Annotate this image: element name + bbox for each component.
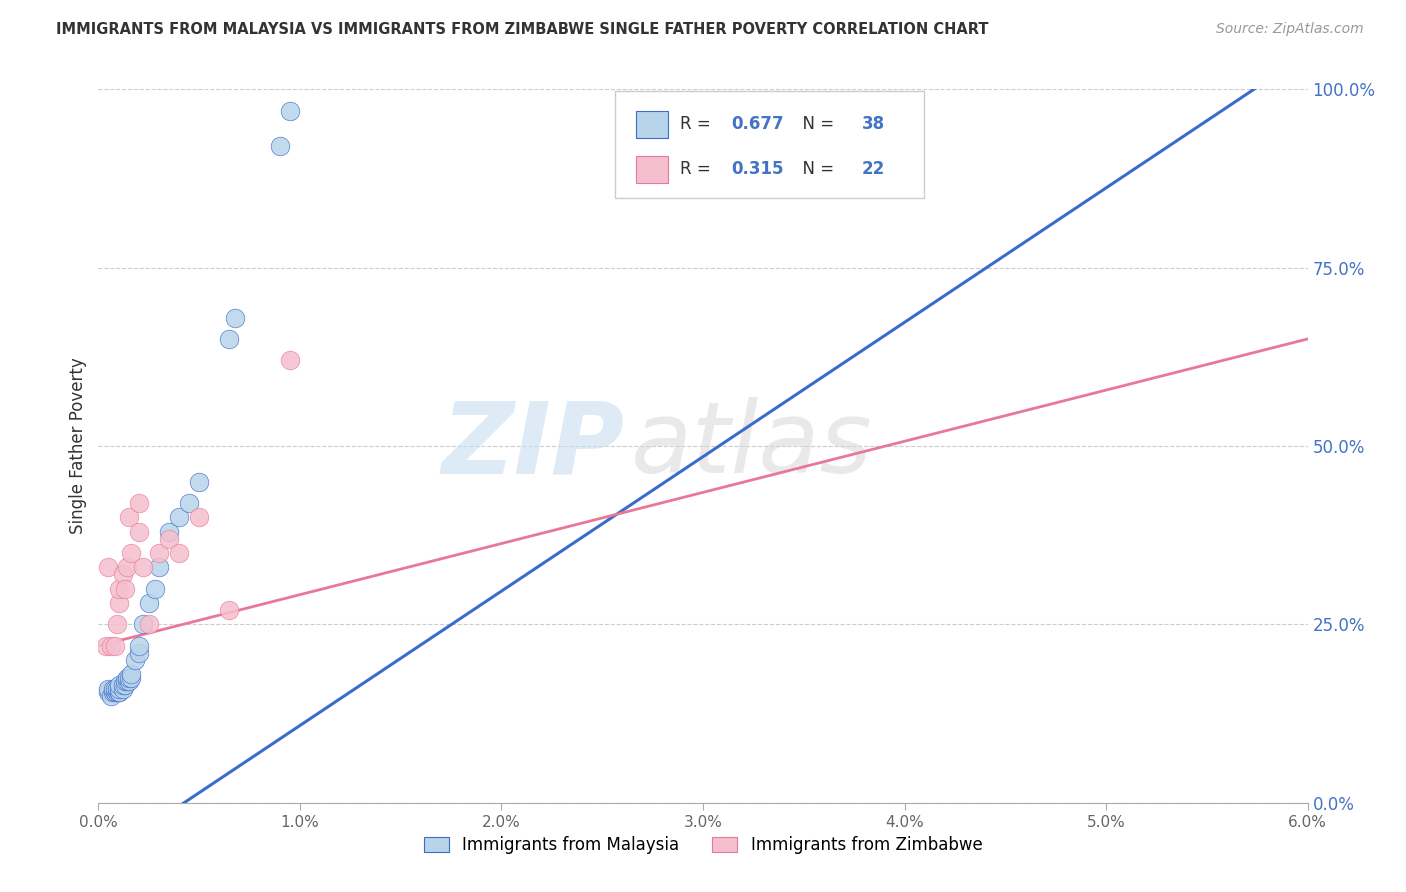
Point [167, 546, 190, 560]
Point [128, 639, 150, 653]
Point [101, 681, 124, 696]
Point [179, 496, 201, 510]
Point [188, 510, 211, 524]
Point [111, 678, 134, 692]
Point [128, 496, 150, 510]
Point [100, 689, 122, 703]
Point [278, 103, 301, 118]
Point [97, 560, 120, 574]
Point [118, 674, 141, 689]
Point [107, 678, 129, 692]
Text: 22: 22 [862, 161, 884, 178]
Text: R =: R = [681, 161, 716, 178]
Point [111, 681, 134, 696]
Point [224, 310, 246, 325]
Text: atlas: atlas [630, 398, 872, 494]
Point [120, 667, 142, 681]
Text: N =: N = [793, 161, 839, 178]
Point [157, 532, 180, 546]
FancyBboxPatch shape [637, 156, 668, 183]
Point [103, 639, 125, 653]
Point [218, 603, 240, 617]
Point [114, 674, 136, 689]
Point [124, 653, 146, 667]
Text: R =: R = [681, 115, 716, 133]
Point [115, 560, 138, 574]
Point [105, 681, 128, 696]
Point [132, 617, 155, 632]
Text: 0.315: 0.315 [731, 161, 783, 178]
Point [96, 639, 118, 653]
Point [120, 546, 142, 560]
Point [103, 685, 125, 699]
Point [143, 582, 166, 596]
Point [114, 678, 136, 692]
Point [107, 596, 129, 610]
Point [97, 685, 120, 699]
Point [105, 617, 128, 632]
Point [218, 332, 240, 346]
Legend: Immigrants from Malaysia, Immigrants from Zimbabwe: Immigrants from Malaysia, Immigrants fro… [415, 828, 991, 863]
Point [101, 685, 124, 699]
Point [157, 524, 180, 539]
Point [269, 139, 291, 153]
Point [105, 685, 128, 699]
Text: ZIP: ZIP [441, 398, 624, 494]
Y-axis label: Single Father Poverty: Single Father Poverty [69, 358, 87, 534]
Point [278, 353, 301, 368]
Point [115, 674, 138, 689]
Point [167, 510, 190, 524]
Point [107, 681, 129, 696]
Point [100, 639, 122, 653]
Point [128, 646, 150, 660]
Text: 0.677: 0.677 [731, 115, 783, 133]
Point [107, 582, 129, 596]
Text: Source: ZipAtlas.com: Source: ZipAtlas.com [1216, 22, 1364, 37]
Point [188, 475, 211, 489]
FancyBboxPatch shape [614, 91, 924, 198]
Point [114, 582, 136, 596]
Point [120, 671, 142, 685]
Point [115, 671, 138, 685]
FancyBboxPatch shape [637, 111, 668, 137]
Point [148, 560, 170, 574]
Text: N =: N = [793, 115, 839, 133]
Point [107, 685, 129, 699]
Point [138, 617, 160, 632]
Point [107, 685, 129, 699]
Point [148, 546, 170, 560]
Text: IMMIGRANTS FROM MALAYSIA VS IMMIGRANTS FROM ZIMBABWE SINGLE FATHER POVERTY CORRE: IMMIGRANTS FROM MALAYSIA VS IMMIGRANTS F… [56, 22, 988, 37]
Point [118, 671, 141, 685]
Point [132, 560, 155, 574]
Point [111, 567, 134, 582]
Text: 38: 38 [862, 115, 884, 133]
Point [97, 681, 120, 696]
Point [138, 596, 160, 610]
Point [103, 681, 125, 696]
Point [118, 510, 141, 524]
Point [128, 524, 150, 539]
